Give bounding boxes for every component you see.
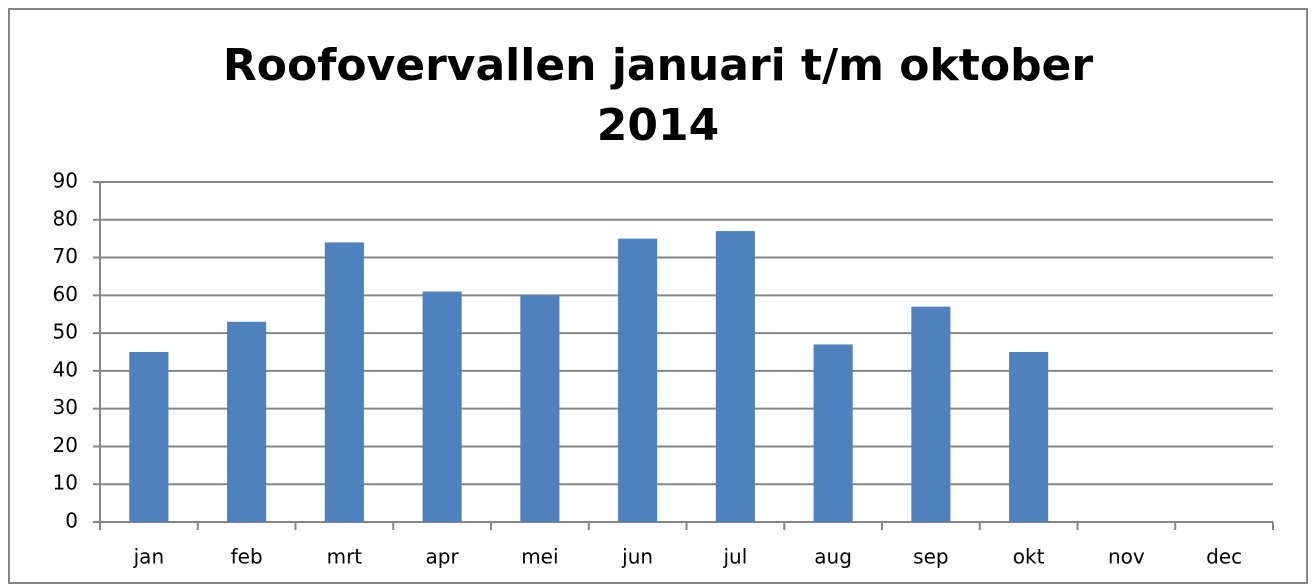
bar bbox=[715, 231, 755, 522]
x-tick-label: sep bbox=[913, 545, 948, 569]
x-tick-label: okt bbox=[1013, 545, 1045, 569]
y-tick-label: 40 bbox=[53, 357, 78, 381]
y-tick-label: 80 bbox=[53, 206, 78, 230]
bar bbox=[227, 321, 267, 522]
y-tick-label: 0 bbox=[65, 509, 78, 533]
x-tick-label: mei bbox=[521, 545, 558, 569]
chart-title: Roofovervallen januari t/m oktober 2014 bbox=[222, 40, 1094, 151]
chart-border bbox=[8, 8, 1308, 584]
bar bbox=[618, 238, 658, 522]
bar bbox=[911, 306, 951, 522]
y-tick-label: 60 bbox=[53, 282, 78, 306]
bar bbox=[129, 352, 169, 522]
y-tick-label: 20 bbox=[53, 433, 78, 457]
y-tick-label: 50 bbox=[53, 320, 78, 344]
x-tick-label: apr bbox=[426, 545, 460, 569]
x-tick-label: aug bbox=[814, 545, 852, 569]
x-tick-label: jun bbox=[621, 545, 653, 569]
bar bbox=[1009, 352, 1049, 522]
x-tick-label: mrt bbox=[327, 545, 363, 569]
x-tick-label: jan bbox=[133, 545, 165, 569]
bar bbox=[324, 242, 364, 522]
bar bbox=[813, 344, 853, 522]
y-tick-label: 30 bbox=[53, 395, 78, 419]
bar bbox=[422, 291, 462, 522]
bar bbox=[520, 295, 560, 522]
x-tick-label: jul bbox=[722, 545, 747, 569]
x-tick-label: dec bbox=[1206, 545, 1242, 569]
x-tick-label: feb bbox=[231, 545, 263, 569]
y-tick-label: 70 bbox=[53, 244, 78, 268]
x-tick-label: nov bbox=[1108, 545, 1145, 569]
y-tick-label: 90 bbox=[53, 169, 78, 193]
y-tick-label: 10 bbox=[53, 471, 78, 495]
